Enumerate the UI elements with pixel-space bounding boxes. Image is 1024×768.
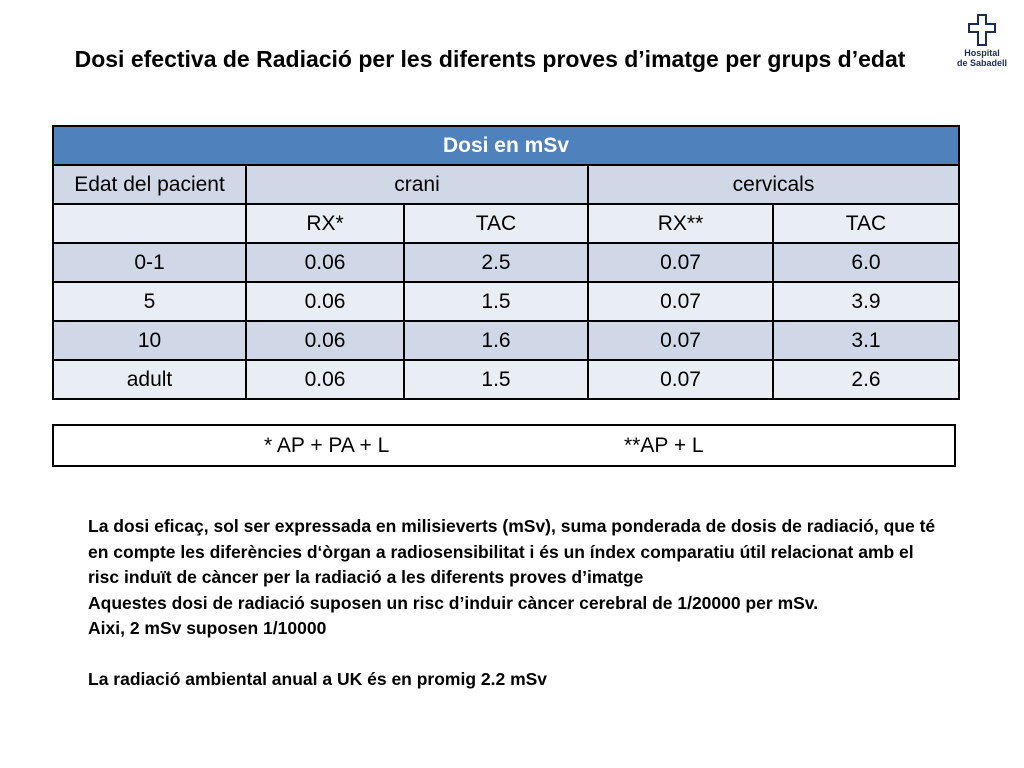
table-cell: 3.1 — [772, 320, 960, 361]
table-cell: 10 — [52, 320, 247, 361]
table-cell: 1.6 — [403, 320, 589, 361]
table-header: Dosi en mSv — [52, 125, 960, 166]
table-cell: 0.06 — [245, 242, 405, 283]
table-group-row: Edat del pacient crani cervicals — [52, 164, 960, 205]
row-label-header: Edat del pacient — [52, 164, 247, 205]
table-row: 0-1 0.06 2.5 0.07 6.0 — [52, 242, 960, 283]
table-cell: adult — [52, 359, 247, 400]
paragraph-risk: Aquestes dosi de radiació suposen un ris… — [88, 592, 819, 613]
logo-line-1: Hospital — [964, 48, 1000, 58]
table-cell: 0.06 — [245, 320, 405, 361]
hospital-cross-icon — [968, 14, 996, 46]
explanation-text: La dosi eficaç, sol ser expressada en mi… — [88, 514, 948, 693]
logo-line-2: de Sabadell — [956, 58, 1008, 68]
table-cell: 0.07 — [587, 242, 774, 283]
table-cell: 1.5 — [403, 359, 589, 400]
table-cell: 6.0 — [772, 242, 960, 283]
table-cell: 0.07 — [587, 281, 774, 322]
subheader-cell: RX** — [587, 203, 774, 244]
subheader-cell: TAC — [403, 203, 589, 244]
dose-table: Dosi en mSv Edat del pacient crani cervi… — [52, 125, 960, 400]
table-header-row: Dosi en mSv — [52, 125, 960, 166]
group-crani: crani — [245, 164, 589, 205]
subheader-cell: TAC — [772, 203, 960, 244]
table-row: 10 0.06 1.6 0.07 3.1 — [52, 320, 960, 361]
group-cervicals: cervicals — [587, 164, 960, 205]
paragraph-example: Aixi, 2 mSv suposen 1/10000 — [88, 618, 327, 638]
table-row: adult 0.06 1.5 0.07 2.6 — [52, 359, 960, 400]
table-cell: 0-1 — [52, 242, 247, 283]
table-cell: 2.5 — [403, 242, 589, 283]
paragraph-ambient: La radiació ambiental anual a UK és en p… — [88, 669, 548, 689]
table-cell: 2.6 — [772, 359, 960, 400]
footnote-rx-cervicals: **AP + L — [624, 434, 704, 457]
table-cell: 0.07 — [587, 320, 774, 361]
table-cell: 5 — [52, 281, 247, 322]
empty-cell — [52, 203, 247, 244]
table-subheader-row: RX* TAC RX** TAC — [52, 203, 960, 244]
table-cell: 1.5 — [403, 281, 589, 322]
table-cell: 3.9 — [772, 281, 960, 322]
table-footnote: * AP + PA + L **AP + L — [52, 424, 956, 467]
table-cell: 0.06 — [245, 359, 405, 400]
table-cell: 0.07 — [587, 359, 774, 400]
slide-title: Dosi efectiva de Radiació per les difere… — [74, 46, 906, 72]
table-row: 5 0.06 1.5 0.07 3.9 — [52, 281, 960, 322]
table-cell: 0.06 — [245, 281, 405, 322]
paragraph-definition: La dosi eficaç, sol ser expressada en mi… — [88, 516, 936, 587]
footnote-rx-crani: * AP + PA + L — [264, 434, 390, 457]
hospital-logo: Hospital de Sabadell — [950, 14, 1014, 78]
subheader-cell: RX* — [245, 203, 405, 244]
